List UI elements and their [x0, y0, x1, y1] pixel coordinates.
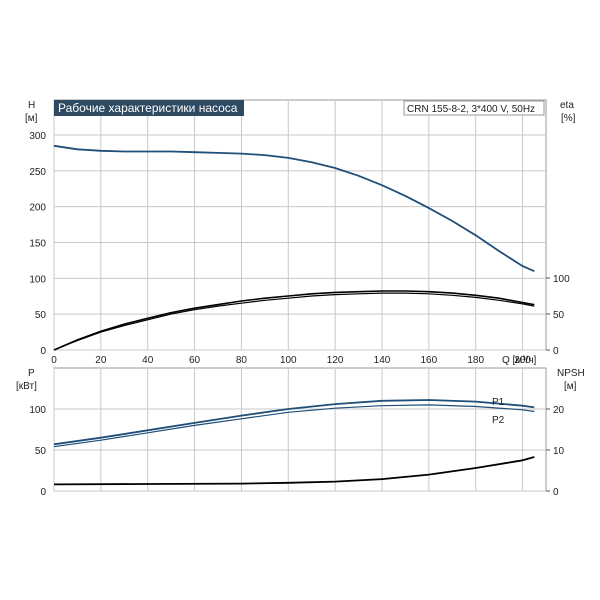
y-tick-label: 50 [35, 446, 47, 457]
x-tick-label: 180 [467, 355, 484, 366]
x-tick-label: 140 [374, 355, 391, 366]
y-tick-label: 300 [29, 131, 46, 142]
y-tick-label: 250 [29, 167, 46, 178]
plot-frame [53, 367, 547, 492]
x-tick-label: 80 [236, 355, 248, 366]
efficiency-curve [53, 292, 535, 351]
y-tick-label: 150 [29, 239, 46, 250]
power-p1-curve [53, 399, 535, 446]
x-tick-label: 0 [51, 355, 57, 366]
right-axis-label: NPSH [557, 368, 585, 379]
right-tick-label: 10 [553, 446, 565, 457]
power-npsh-panel: 0 50 100 0 10 20 P [кВт] NPSH [м] P1 P2 [16, 367, 585, 498]
y-tick-label: 50 [35, 310, 47, 321]
x-tick-label: 200 [514, 355, 531, 366]
series-label-p2: P2 [492, 415, 505, 426]
series-label-p1: P1 [492, 397, 505, 408]
power-p2-curve [53, 404, 535, 448]
y-axis-label: H [28, 100, 35, 111]
right-tick-label: 100 [553, 274, 570, 285]
right-axis-unit: [м] [564, 381, 577, 392]
chart-title: Рабочие характеристики насоса [58, 101, 238, 115]
plot-frame [53, 99, 547, 351]
y-axis-unit: [кВт] [16, 381, 37, 392]
x-tick-label: 160 [421, 355, 438, 366]
y-tick-label: 0 [40, 346, 46, 357]
y-axis-label: P [28, 368, 35, 379]
right-tick-label: 0 [553, 346, 559, 357]
right-tick-label: 50 [553, 310, 565, 321]
head-efficiency-panel: 0 20 40 60 80 100 120 140 160 180 200 0 50 100 150 200 2… [25, 99, 576, 366]
head-curve [53, 144, 535, 273]
y-tick-label: 100 [29, 274, 46, 285]
right-axis-label: eta [560, 100, 574, 111]
x-tick-label: 100 [280, 355, 297, 366]
right-tick-label: 0 [553, 487, 559, 498]
y-tick-label: 0 [40, 487, 46, 498]
x-tick-label: 40 [142, 355, 154, 366]
efficiency-curve [53, 290, 535, 351]
x-tick-label: 120 [327, 355, 344, 366]
y-tick-label: 200 [29, 203, 46, 214]
npsh-curve [53, 456, 535, 486]
right-tick-label: 20 [553, 405, 565, 416]
x-tick-label: 20 [95, 355, 107, 366]
y-tick-label: 100 [29, 405, 46, 416]
title-box [54, 100, 244, 116]
x-axis-label: Q [м³/ч] [502, 355, 537, 366]
y-axis-unit: [м] [25, 113, 38, 124]
model-label: CRN 155-8-2, 3*400 V, 50Hz [407, 104, 535, 115]
right-axis-unit: [%] [561, 113, 576, 124]
model-box [403, 100, 545, 116]
x-tick-label: 60 [189, 355, 201, 366]
